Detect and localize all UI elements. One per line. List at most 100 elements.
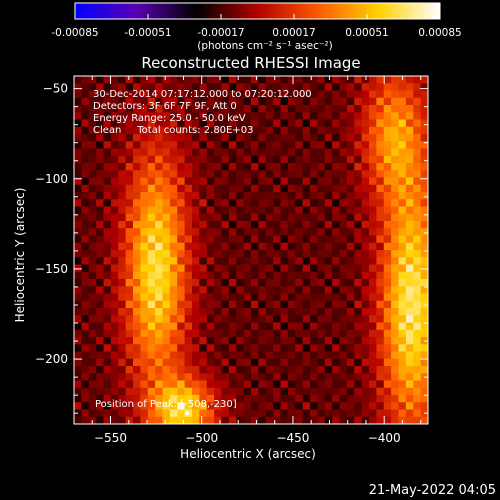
heatmap-cell bbox=[228, 351, 237, 360]
heatmap-cell bbox=[228, 141, 237, 150]
heatmap-cell bbox=[280, 395, 289, 403]
heatmap-cell bbox=[391, 148, 400, 157]
heatmap-cell bbox=[324, 112, 333, 121]
heatmap-cell bbox=[280, 242, 289, 251]
heatmap-cell bbox=[162, 242, 171, 251]
heatmap-cell bbox=[243, 83, 252, 92]
heatmap-cell bbox=[147, 322, 156, 331]
heatmap-cell bbox=[155, 351, 164, 360]
heatmap-cell bbox=[346, 271, 355, 280]
heatmap-cell bbox=[339, 76, 348, 84]
heatmap-cell bbox=[125, 286, 134, 295]
heatmap-cell bbox=[398, 402, 407, 411]
heatmap-cell bbox=[391, 264, 400, 273]
heatmap-cell bbox=[88, 387, 97, 396]
heatmap-cell bbox=[155, 206, 164, 215]
heatmap-cell bbox=[169, 192, 178, 200]
heatmap-cell bbox=[133, 199, 141, 208]
heatmap-cell bbox=[110, 192, 119, 200]
heatmap-cell bbox=[221, 358, 230, 367]
heatmap-cell bbox=[81, 105, 90, 113]
heatmap-cell bbox=[199, 308, 208, 316]
heatmap-cell bbox=[96, 155, 105, 164]
heatmap-cell bbox=[236, 235, 245, 244]
heatmap-cell bbox=[324, 97, 333, 106]
heatmap-cell bbox=[206, 213, 215, 222]
heatmap-cell bbox=[310, 322, 318, 331]
heatmap-cell bbox=[346, 97, 355, 106]
heatmap-cell bbox=[133, 380, 141, 389]
heatmap-cell bbox=[391, 170, 400, 179]
heatmap-cell bbox=[88, 141, 97, 150]
heatmap-cell bbox=[420, 97, 428, 106]
colorbar-tick-label: 0.00017 bbox=[272, 27, 315, 39]
heatmap-cell bbox=[317, 271, 326, 280]
heatmap-cell bbox=[88, 329, 97, 338]
heatmap-cell bbox=[169, 141, 178, 150]
heatmap-cell bbox=[420, 366, 428, 374]
heatmap-cell bbox=[184, 351, 193, 360]
heatmap-cell bbox=[346, 409, 355, 418]
heatmap-cell bbox=[317, 155, 326, 164]
heatmap-cell bbox=[295, 366, 304, 374]
heatmap-cell bbox=[265, 213, 274, 222]
heatmap-cell bbox=[324, 148, 333, 157]
heatmap-cell bbox=[221, 344, 230, 353]
heatmap-cell bbox=[251, 112, 259, 121]
heatmap-cell bbox=[280, 366, 289, 374]
heatmap-cell bbox=[228, 148, 237, 157]
heatmap-cell bbox=[420, 213, 428, 222]
heatmap-cell bbox=[391, 134, 400, 142]
heatmap-cell bbox=[221, 90, 230, 99]
heatmap-cell bbox=[103, 351, 112, 360]
heatmap-cell bbox=[81, 250, 90, 258]
heatmap-cell bbox=[332, 184, 341, 193]
heatmap-cell bbox=[317, 358, 326, 367]
heatmap-cell bbox=[214, 293, 223, 302]
heatmap-cell bbox=[110, 228, 119, 237]
heatmap-cell bbox=[125, 184, 134, 193]
heatmap-cell bbox=[413, 351, 422, 360]
heatmap-cell bbox=[236, 416, 245, 424]
heatmap-cell bbox=[236, 206, 245, 215]
heatmap-cell bbox=[317, 387, 326, 396]
heatmap-cell bbox=[133, 97, 141, 106]
heatmap-cell bbox=[103, 257, 112, 266]
heatmap-cell bbox=[258, 250, 267, 258]
heatmap-cell bbox=[265, 395, 274, 403]
heatmap-cell bbox=[383, 250, 392, 258]
heatmap-cell bbox=[125, 242, 134, 251]
heatmap-cell bbox=[346, 279, 355, 287]
heatmap-cell bbox=[251, 322, 259, 331]
heatmap-cell bbox=[88, 395, 97, 403]
heatmap-cell bbox=[310, 119, 318, 128]
heatmap-cell bbox=[221, 199, 230, 208]
heatmap-cell bbox=[354, 170, 363, 179]
heatmap-cell bbox=[155, 271, 164, 280]
heatmap-cell bbox=[369, 257, 377, 266]
heatmap-cell bbox=[155, 199, 164, 208]
heatmap-cell bbox=[140, 90, 149, 99]
heatmap-cell bbox=[177, 134, 186, 142]
heatmap-cell bbox=[258, 271, 267, 280]
heatmap-cell bbox=[420, 279, 428, 287]
heatmap-cell bbox=[96, 387, 105, 396]
heatmap-cell bbox=[110, 344, 119, 353]
y-axis-label: Heliocentric Y (arcsec) bbox=[13, 188, 27, 323]
heatmap-cell bbox=[192, 148, 200, 157]
heatmap-cell bbox=[346, 141, 355, 150]
heatmap-cell bbox=[155, 358, 164, 367]
heatmap-cell bbox=[169, 206, 178, 215]
heatmap-cell bbox=[199, 257, 208, 266]
heatmap-cell bbox=[214, 126, 223, 135]
heatmap-cell bbox=[361, 177, 370, 186]
heatmap-cell bbox=[251, 286, 259, 295]
heatmap-cell bbox=[280, 141, 289, 150]
heatmap-cell bbox=[354, 358, 363, 367]
heatmap-cell bbox=[295, 322, 304, 331]
heatmap-cell bbox=[383, 329, 392, 338]
heatmap-cell bbox=[310, 271, 318, 280]
heatmap-cell bbox=[258, 192, 267, 200]
heatmap-cell bbox=[369, 177, 377, 186]
heatmap-cell bbox=[265, 344, 274, 353]
